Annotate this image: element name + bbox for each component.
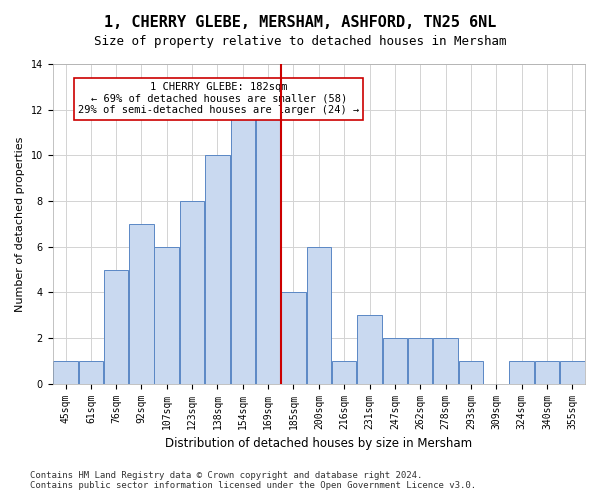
Bar (154, 246, 179, 384)
Bar (230, 110, 255, 384)
Bar (281, 292, 306, 384)
Bar (180, 201, 205, 384)
Bar (104, 270, 128, 384)
Text: 1 CHERRY GLEBE: 182sqm
← 69% of detached houses are smaller (58)
29% of semi-det: 1 CHERRY GLEBE: 182sqm ← 69% of detached… (78, 82, 359, 116)
Text: Contains HM Land Registry data © Crown copyright and database right 2024.
Contai: Contains HM Land Registry data © Crown c… (30, 470, 476, 490)
Bar (332, 361, 356, 384)
Text: Size of property relative to detached houses in Mersham: Size of property relative to detached ho… (94, 35, 506, 48)
Bar (383, 338, 407, 384)
Bar (53, 361, 79, 384)
Bar (458, 361, 483, 384)
Bar (256, 110, 280, 384)
Bar (408, 338, 433, 384)
Bar (79, 361, 103, 384)
Text: 1, CHERRY GLEBE, MERSHAM, ASHFORD, TN25 6NL: 1, CHERRY GLEBE, MERSHAM, ASHFORD, TN25 … (104, 15, 496, 30)
Bar (433, 338, 458, 384)
Bar (205, 156, 230, 384)
Y-axis label: Number of detached properties: Number of detached properties (15, 136, 25, 312)
Bar (535, 361, 559, 384)
Bar (509, 361, 534, 384)
Bar (129, 224, 154, 384)
Bar (357, 315, 382, 384)
Bar (560, 361, 584, 384)
Bar (307, 246, 331, 384)
X-axis label: Distribution of detached houses by size in Mersham: Distribution of detached houses by size … (165, 437, 472, 450)
